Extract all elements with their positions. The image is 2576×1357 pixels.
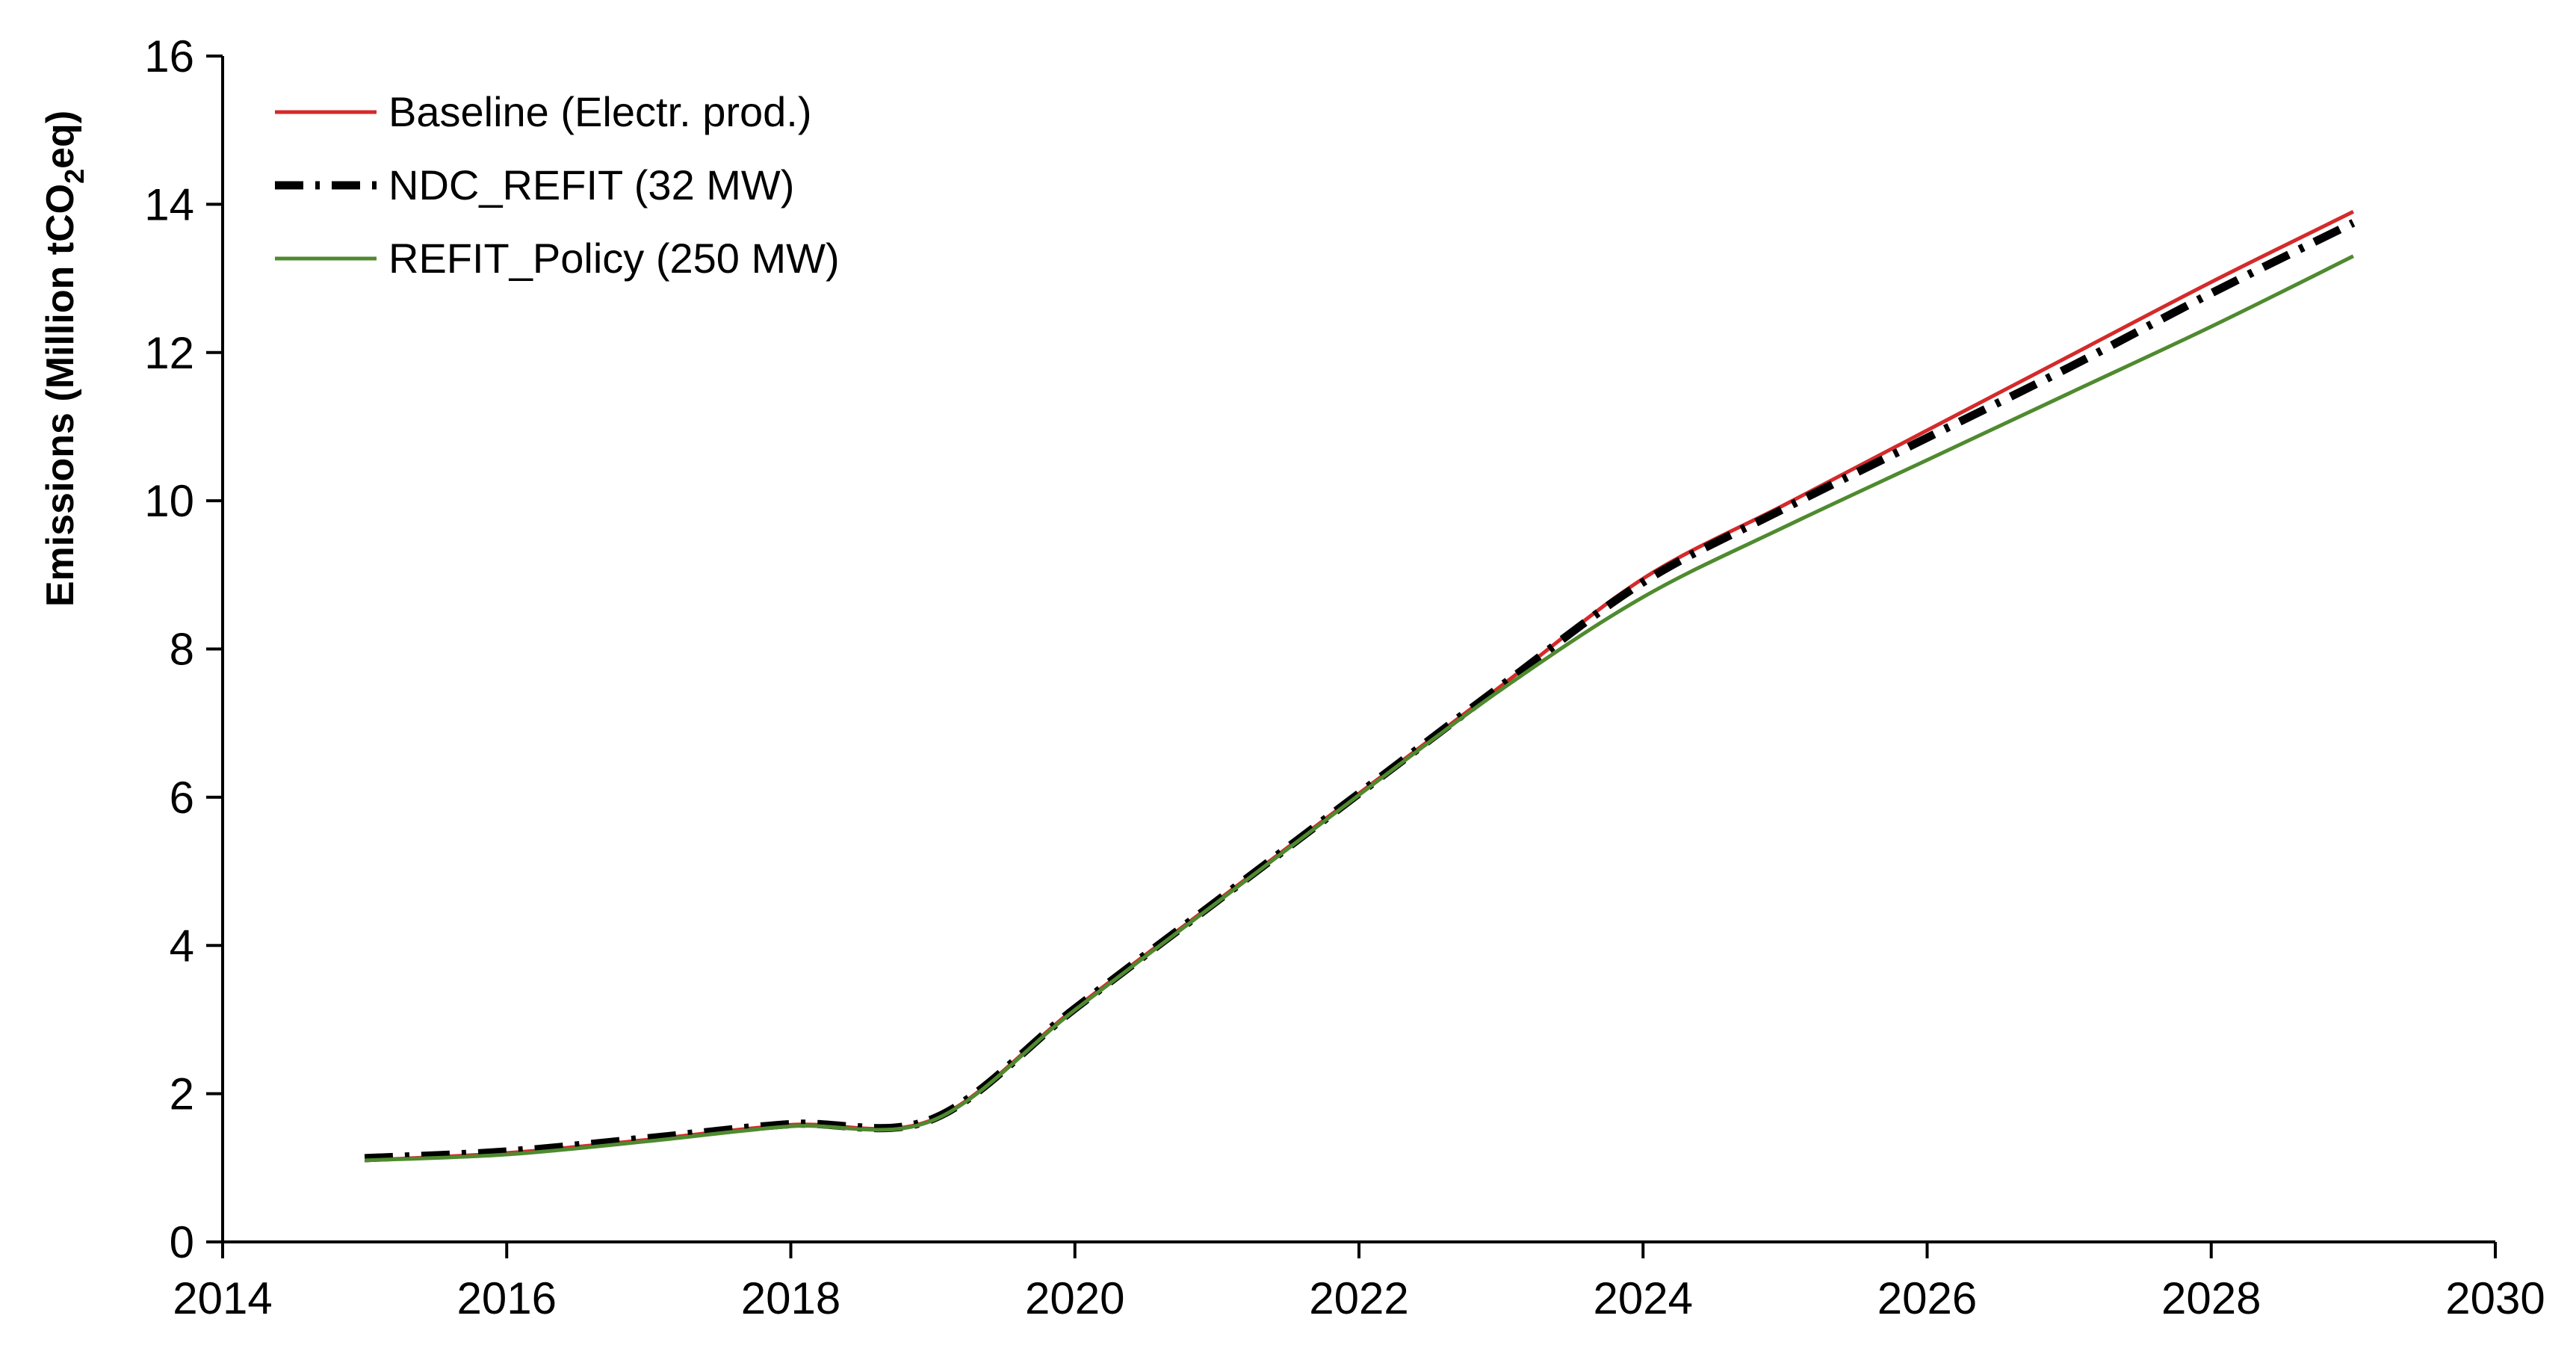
- y-axis-title-subscript: 2: [59, 169, 90, 184]
- y-tick-label: 0: [170, 1217, 194, 1267]
- x-tick-label: 2020: [1025, 1273, 1124, 1323]
- legend-label-2: NDC_REFIT (32 MW): [388, 161, 794, 208]
- y-tick-label: 6: [170, 773, 194, 823]
- x-tick-label: 2030: [2445, 1273, 2545, 1323]
- y-axis-title-suffix: eq): [39, 111, 82, 169]
- x-tick-label: 2026: [1877, 1273, 1977, 1323]
- y-tick-label: 16: [144, 31, 194, 81]
- series-line-3: [364, 254, 2355, 1163]
- y-axis-title: Emissions (Million tCO2eq): [39, 111, 90, 607]
- y-tick-label: 2: [170, 1069, 194, 1119]
- y-axis-title-prefix: Emissions (Million tCO: [39, 184, 82, 607]
- y-tick-label: 8: [170, 625, 194, 675]
- legend-label-1: Baseline (Electr. prod.): [388, 88, 811, 135]
- x-tick-label: 2024: [1594, 1273, 1693, 1323]
- y-tick-label: 10: [144, 476, 194, 526]
- y-tick-label: 4: [170, 921, 194, 971]
- y-tick-label: 14: [144, 179, 194, 229]
- x-tick-label: 2018: [741, 1273, 840, 1323]
- y-tick-label: 12: [144, 328, 194, 378]
- x-tick-label: 2028: [2161, 1273, 2261, 1323]
- x-tick-label: 2022: [1309, 1273, 1408, 1323]
- legend-label-3: REFIT_Policy (250 MW): [388, 235, 840, 282]
- x-tick-label: 2014: [173, 1273, 272, 1323]
- axes-layer: 0 2 4 6 8 10 12 14 16 2014 2016 2018 2020 2022 2024 202…: [144, 31, 2545, 1323]
- series-line-2: [364, 219, 2356, 1163]
- legend: Baseline (Electr. prod.) NDC_REFIT (32 MW…: [275, 88, 840, 282]
- x-tick-label: 2016: [457, 1273, 557, 1323]
- svg-text:Emissions (Million tCO2eq): Emissions (Million tCO2eq): [39, 111, 90, 607]
- series-layer: [364, 210, 2356, 1163]
